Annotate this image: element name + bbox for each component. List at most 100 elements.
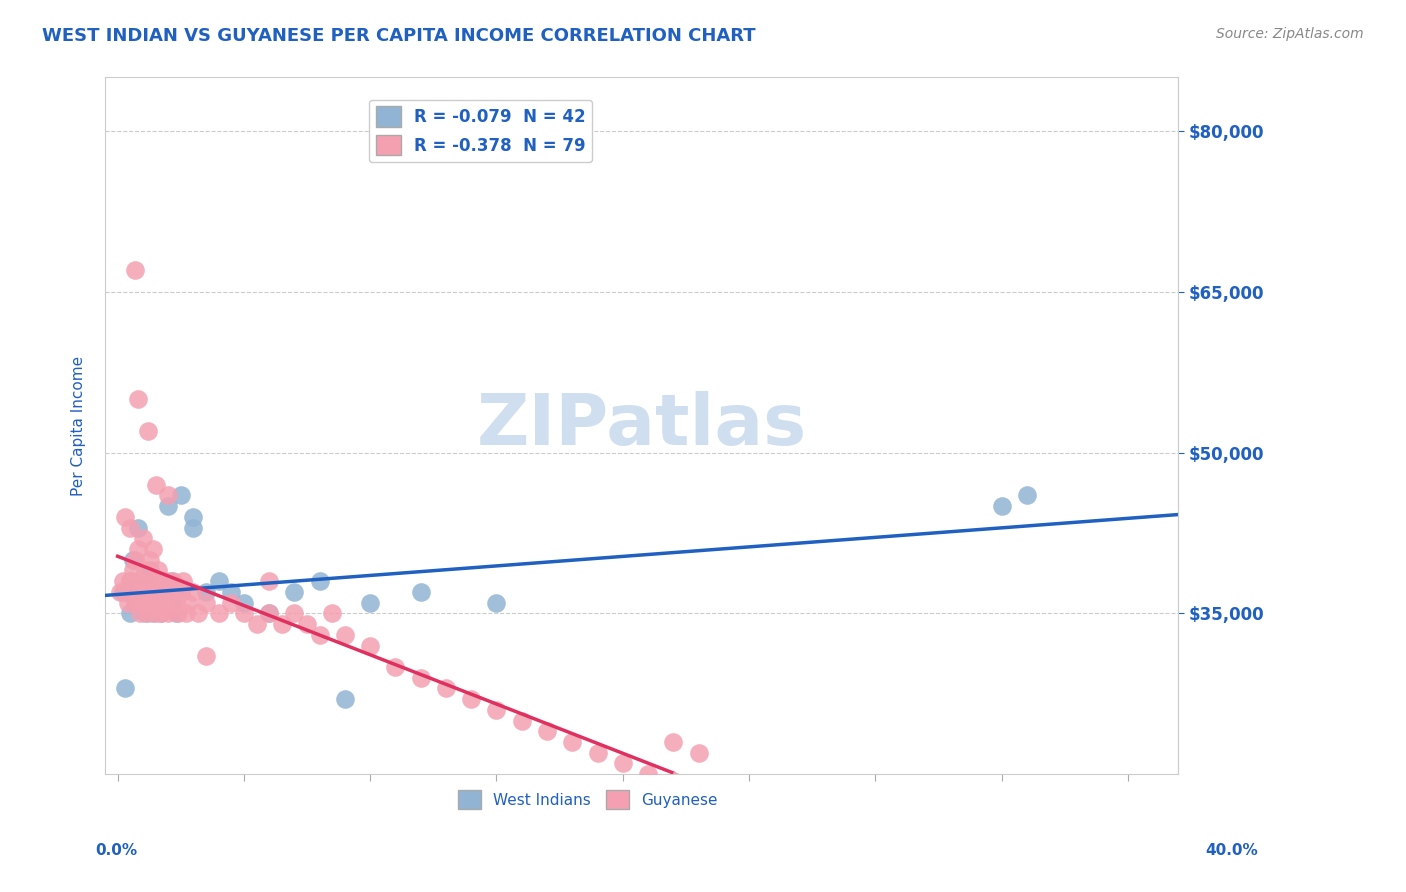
Point [384, 660, 406, 674]
Point [152, 574, 174, 589]
Point [688, 746, 710, 760]
Point [121, 553, 143, 567]
Point [132, 596, 155, 610]
Point [145, 607, 167, 621]
Point [510, 714, 533, 728]
Point [120, 574, 142, 589]
Point [257, 574, 280, 589]
Point [219, 585, 242, 599]
Point [111, 574, 134, 589]
Point [120, 607, 142, 621]
Point [134, 564, 156, 578]
Point [183, 585, 205, 599]
Point [485, 703, 508, 717]
Point [232, 607, 254, 621]
Point [129, 574, 152, 589]
Point [409, 585, 432, 599]
Point [485, 596, 508, 610]
Point [586, 746, 609, 760]
Point [536, 724, 558, 739]
Point [170, 585, 193, 599]
Point [308, 628, 330, 642]
Point [129, 585, 152, 599]
Point [159, 574, 181, 589]
Point [257, 607, 280, 621]
Point [172, 574, 194, 589]
Point [121, 564, 143, 578]
Point [124, 263, 146, 277]
Point [167, 607, 190, 621]
Point [174, 607, 197, 621]
Point [637, 767, 659, 781]
Point [434, 681, 457, 696]
Point [149, 607, 172, 621]
Point [195, 596, 218, 610]
Point [662, 735, 685, 749]
Point [159, 585, 181, 599]
Point [142, 585, 165, 599]
Point [146, 574, 169, 589]
Point [117, 596, 139, 610]
Point [132, 531, 155, 545]
Point [257, 607, 280, 621]
Point [157, 596, 180, 610]
Point [127, 392, 149, 406]
Point [108, 585, 131, 599]
Text: 0.0%: 0.0% [96, 843, 138, 858]
Legend: West Indians, Guyanese: West Indians, Guyanese [451, 784, 724, 815]
Point [134, 585, 156, 599]
Point [120, 520, 142, 534]
Point [145, 596, 167, 610]
Point [149, 585, 172, 599]
Point [177, 596, 200, 610]
Point [127, 520, 149, 534]
Point [157, 607, 180, 621]
Point [359, 639, 381, 653]
Point [124, 596, 146, 610]
Point [145, 585, 167, 599]
Point [208, 574, 231, 589]
Point [333, 692, 356, 706]
Point [127, 542, 149, 557]
Point [283, 585, 305, 599]
Point [142, 607, 165, 621]
Text: ZIPatlas: ZIPatlas [477, 392, 807, 460]
Point [134, 607, 156, 621]
Point [245, 617, 267, 632]
Point [139, 596, 162, 610]
Point [146, 564, 169, 578]
Point [333, 628, 356, 642]
Point [127, 585, 149, 599]
Point [139, 553, 162, 567]
Point [124, 553, 146, 567]
Point [124, 596, 146, 610]
Point [155, 585, 177, 599]
Point [136, 574, 159, 589]
Point [1015, 488, 1038, 502]
Point [561, 735, 583, 749]
Point [114, 509, 136, 524]
Point [132, 596, 155, 610]
Point [170, 488, 193, 502]
Point [195, 585, 218, 599]
Point [460, 692, 482, 706]
Point [149, 607, 172, 621]
Point [167, 585, 190, 599]
Point [136, 424, 159, 438]
Point [111, 585, 134, 599]
Point [308, 574, 330, 589]
Y-axis label: Per Capita Income: Per Capita Income [72, 356, 86, 496]
Point [145, 574, 167, 589]
Point [157, 499, 180, 513]
Point [612, 756, 634, 771]
Point [208, 607, 231, 621]
Point [183, 509, 205, 524]
Point [219, 596, 242, 610]
Point [139, 564, 162, 578]
Point [136, 574, 159, 589]
Point [232, 596, 254, 610]
Point [270, 617, 292, 632]
Point [152, 596, 174, 610]
Point [283, 607, 305, 621]
Point [146, 596, 169, 610]
